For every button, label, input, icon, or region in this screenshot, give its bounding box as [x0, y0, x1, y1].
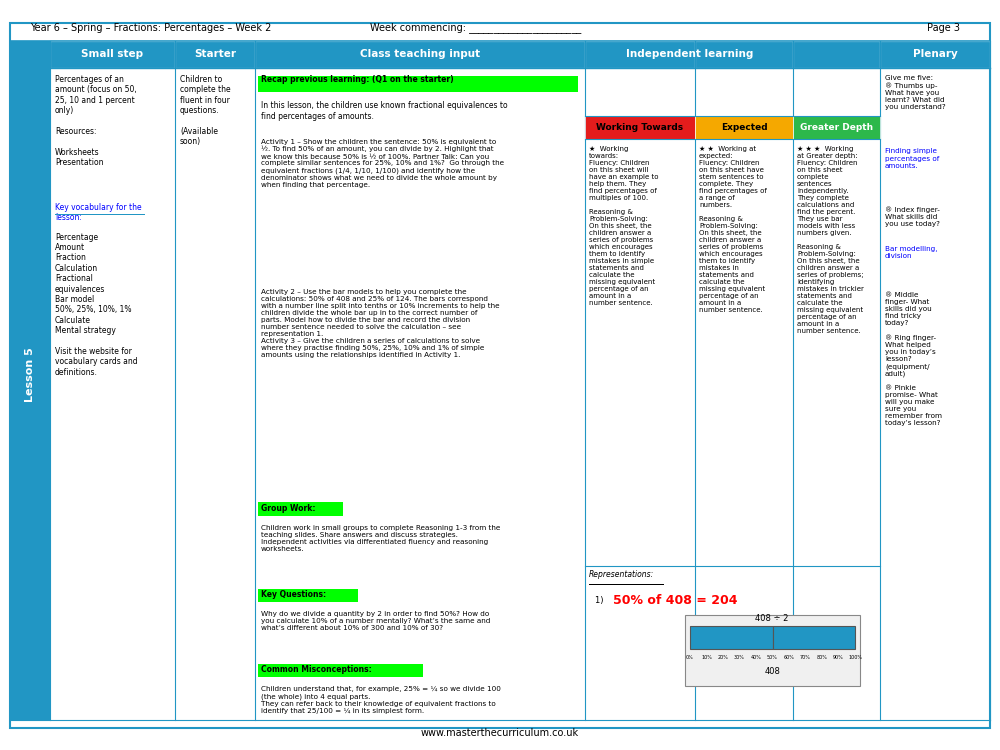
FancyBboxPatch shape	[258, 503, 343, 516]
Text: Plenary: Plenary	[913, 50, 957, 59]
Text: 70%: 70%	[800, 655, 811, 660]
FancyBboxPatch shape	[695, 116, 793, 139]
Text: Week commencing: _______________________: Week commencing: _______________________	[370, 22, 581, 33]
Text: Activity 2 – Use the bar models to help you complete the
calculations: 50% of 40: Activity 2 – Use the bar models to help …	[261, 289, 500, 358]
Text: 1): 1)	[595, 596, 609, 605]
FancyBboxPatch shape	[10, 41, 50, 720]
Text: Representations:: Representations:	[589, 570, 654, 579]
Text: Children to
complete the
fluent in four
questions.

(Available
soon): Children to complete the fluent in four …	[180, 75, 231, 146]
Text: Small step: Small step	[81, 50, 143, 59]
Text: Working Towards: Working Towards	[596, 123, 684, 132]
Text: 100%: 100%	[848, 655, 862, 660]
Text: Expected: Expected	[721, 123, 767, 132]
Text: Starter: Starter	[194, 50, 236, 59]
FancyBboxPatch shape	[772, 626, 855, 649]
Text: 50%: 50%	[767, 655, 778, 660]
Text: Give me five:
® Thumbs up-
What have you
learnt? What did
you understand?: Give me five: ® Thumbs up- What have you…	[885, 75, 946, 117]
Text: Independent learning: Independent learning	[626, 50, 754, 59]
FancyBboxPatch shape	[685, 615, 860, 686]
Text: ★ ★ ★  Working
at Greater depth:
Fluency: Children
on this sheet
complete
senten: ★ ★ ★ Working at Greater depth: Fluency:…	[797, 146, 864, 334]
Text: Group Work:: Group Work:	[261, 504, 316, 513]
Text: 80%: 80%	[817, 655, 827, 660]
FancyBboxPatch shape	[585, 41, 695, 68]
Text: Class teaching input: Class teaching input	[360, 50, 480, 59]
Text: ★  Working
towards:
Fluency: Children
on this sheet will
have an example to
help: ★ Working towards: Fluency: Children on …	[589, 146, 658, 306]
Text: Activity 1 – Show the children the sentence: 50% is equivalent to
½. To find 50%: Activity 1 – Show the children the sente…	[261, 139, 504, 188]
Text: Common Misconceptions:: Common Misconceptions:	[261, 665, 372, 674]
FancyBboxPatch shape	[258, 664, 423, 677]
Text: 40%: 40%	[751, 655, 761, 660]
Text: ★ ★  Working at
expected:
Fluency: Children
on this sheet have
stem sentences to: ★ ★ Working at expected: Fluency: Childr…	[699, 146, 767, 314]
Text: Recap previous learning: (Q1 on the starter): Recap previous learning: (Q1 on the star…	[261, 75, 454, 84]
Text: Children work in small groups to complete Reasoning 1-3 from the
teaching slides: Children work in small groups to complet…	[261, 525, 500, 552]
Text: 20%: 20%	[718, 655, 728, 660]
FancyBboxPatch shape	[695, 41, 793, 68]
Text: ® Middle
finger- What
skills did you
find tricky
today?

® Ring finger-
What hel: ® Middle finger- What skills did you fin…	[885, 292, 942, 426]
Text: 50% of 408 = 204: 50% of 408 = 204	[613, 594, 738, 607]
Text: 60%: 60%	[784, 655, 794, 660]
FancyBboxPatch shape	[50, 41, 175, 68]
Text: In this lesson, the children use known fractional equivalences to
find percentag: In this lesson, the children use known f…	[261, 101, 508, 121]
Text: Lesson 5: Lesson 5	[25, 348, 35, 402]
Text: Greater Depth: Greater Depth	[800, 123, 873, 132]
Text: Percentage
Amount
Fraction
Calculation
Fractional
equivalences
Bar model
50%, 25: Percentage Amount Fraction Calculation F…	[55, 232, 138, 376]
Text: Why do we divide a quantity by 2 in order to find 50%? How do
you calculate 10% : Why do we divide a quantity by 2 in orde…	[261, 611, 490, 632]
FancyBboxPatch shape	[585, 116, 695, 139]
FancyBboxPatch shape	[258, 76, 578, 92]
Text: www.masterthecurriculum.co.uk: www.masterthecurriculum.co.uk	[421, 728, 579, 739]
Text: 10%: 10%	[701, 655, 712, 660]
Text: 408: 408	[765, 668, 780, 676]
Text: Percentages of an
amount (focus on 50,
25, 10 and 1 percent
only)

Resources:

W: Percentages of an amount (focus on 50, 2…	[55, 75, 137, 167]
Text: Children understand that, for example, 25% = ¼ so we divide 100
(the whole) into: Children understand that, for example, 2…	[261, 686, 501, 714]
FancyBboxPatch shape	[255, 41, 585, 68]
Text: Key vocabulary for the
lesson:: Key vocabulary for the lesson:	[55, 202, 142, 222]
Text: Key Questions:: Key Questions:	[261, 590, 326, 599]
Text: Year 6 – Spring – Fractions: Percentages – Week 2: Year 6 – Spring – Fractions: Percentages…	[30, 22, 271, 33]
Text: Bar modelling,
division: Bar modelling, division	[885, 246, 938, 259]
Text: Page 3: Page 3	[927, 22, 960, 33]
FancyBboxPatch shape	[175, 41, 255, 68]
Text: Finding simple
percentages of
amounts.: Finding simple percentages of amounts.	[885, 148, 939, 169]
Text: 90%: 90%	[833, 655, 844, 660]
Text: 30%: 30%	[734, 655, 745, 660]
FancyBboxPatch shape	[793, 41, 880, 68]
FancyBboxPatch shape	[793, 116, 880, 139]
Text: 408 ÷ 2: 408 ÷ 2	[755, 614, 789, 623]
FancyBboxPatch shape	[10, 22, 990, 728]
FancyBboxPatch shape	[258, 589, 358, 602]
FancyBboxPatch shape	[55, 214, 145, 215]
Text: ® Index finger-
What skills did
you use today?: ® Index finger- What skills did you use …	[885, 206, 940, 234]
FancyBboxPatch shape	[690, 626, 772, 649]
Text: 0%: 0%	[686, 655, 694, 660]
FancyBboxPatch shape	[589, 584, 664, 585]
FancyBboxPatch shape	[880, 41, 990, 68]
